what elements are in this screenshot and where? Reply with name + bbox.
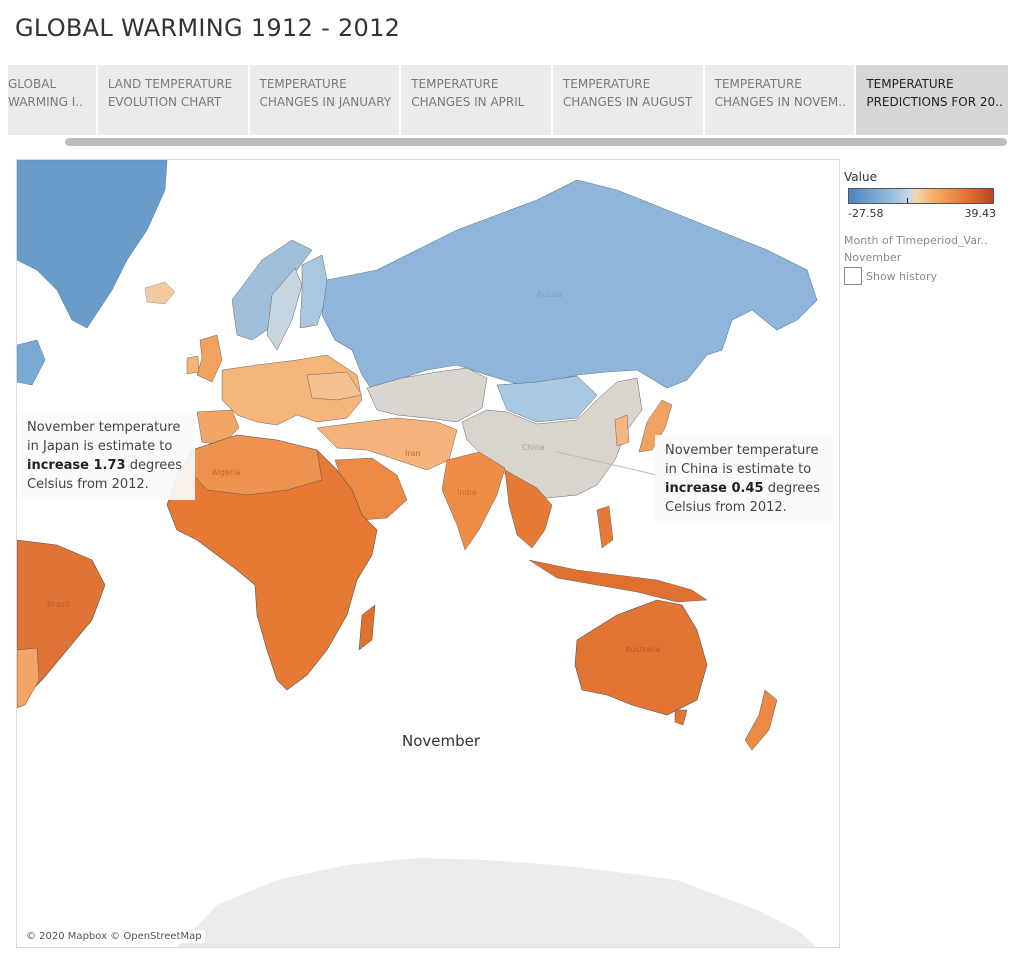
china-callout-line: [556, 451, 658, 476]
southeast-asia: [504, 469, 553, 549]
kazakhstan: [366, 367, 488, 423]
color-scale-bar: [848, 188, 994, 204]
filter-value: November: [844, 251, 902, 264]
country-label: Iran: [405, 449, 421, 458]
country-label: China: [522, 443, 545, 452]
annotation-text: degrees Celsius from 2012.: [27, 458, 183, 492]
tab-predictions[interactable]: TEMPERATURE PREDICTIONS FOR 20..: [856, 65, 1009, 135]
korea: [614, 414, 630, 447]
country-label: India: [457, 488, 477, 497]
filter-label: Month of Timeperiod_Var..: [844, 234, 988, 247]
country-label: Brazil: [47, 600, 69, 609]
europe: [221, 354, 363, 426]
page-title: GLOBAL WARMING 1912 - 2012: [15, 14, 401, 42]
country-label: Russia: [537, 290, 563, 299]
japan-annotation: November temperature in Japan is estimat…: [17, 412, 195, 500]
tab-label: PREDICTIONS FOR 20..: [866, 95, 1003, 109]
month-label: November: [402, 732, 481, 750]
tab-label: TEMPERATURE: [411, 77, 499, 91]
greenland: [17, 160, 168, 329]
japan: [638, 399, 673, 453]
canada-islands: [17, 339, 46, 386]
tab-label: CHANGES IN AUGUST: [562, 95, 693, 109]
africa: [166, 434, 378, 691]
tab-global-warming[interactable]: GLOBAL WARMING I..: [8, 65, 98, 135]
legend-max: 39.43: [964, 207, 997, 220]
philippines: [596, 505, 614, 549]
tab-label: TEMPERATURE: [866, 77, 954, 91]
ireland: [186, 355, 200, 375]
tab-label: TEMPERATURE: [562, 77, 651, 91]
tab-land-temperature[interactable]: LAND TEMPERATURE EVOLUTION CHART: [97, 65, 250, 135]
north-africa: [188, 434, 323, 496]
country-label: Algeria: [212, 468, 240, 477]
tab-label: CHANGES IN APRIL: [411, 95, 525, 109]
annotation-text: November temperature in China is estimat…: [665, 443, 819, 477]
legend-panel: Value -27.58 39.43 Month of Timeperiod_V…: [844, 170, 1004, 285]
tab-scrollbar[interactable]: [65, 138, 1007, 146]
ukraine: [306, 371, 363, 401]
annotation-value: increase 1.73: [27, 458, 126, 473]
tab-label: EVOLUTION CHART: [107, 95, 222, 109]
tab-label: CHANGES IN NOVEM..: [714, 95, 846, 109]
tab-bar: GLOBAL WARMING I.. LAND TEMPERATURE EVOL…: [8, 65, 1009, 135]
tab-label: WARMING I..: [8, 95, 83, 109]
united-kingdom: [196, 334, 223, 383]
finland: [299, 254, 330, 329]
china-annotation: November temperature in China is estimat…: [655, 435, 833, 523]
annotation-value: increase 0.45: [665, 481, 764, 496]
mongolia: [496, 375, 598, 423]
tab-label: GLOBAL: [8, 77, 57, 91]
show-history-checkbox[interactable]: [844, 267, 862, 285]
australia: [574, 599, 708, 716]
show-history-toggle[interactable]: Show history: [844, 267, 1004, 285]
world-map[interactable]: Russia China India Algeria Australia Bra…: [16, 159, 840, 948]
annotation-text: November temperature in Japan is estimat…: [27, 420, 181, 454]
tab-label: LAND TEMPERATURE: [107, 77, 233, 91]
legend-title: Value: [844, 170, 877, 184]
indonesia: [528, 559, 708, 603]
show-history-label: Show history: [866, 269, 938, 283]
tab-april[interactable]: TEMPERATURE CHANGES IN APRIL: [401, 65, 553, 135]
russia: [321, 179, 818, 391]
iberia: [196, 409, 240, 446]
tab-november[interactable]: TEMPERATURE CHANGES IN NOVEM..: [704, 65, 857, 135]
tab-label: TEMPERATURE: [714, 77, 802, 91]
map-canvas: Russia China India Algeria Australia Bra…: [17, 160, 818, 947]
antarctica: [177, 858, 817, 947]
tab-label: TEMPERATURE: [259, 77, 347, 91]
iceland: [144, 281, 176, 305]
legend-min: -27.58: [848, 207, 884, 220]
tasmania: [674, 709, 688, 726]
south-america-south: [17, 647, 40, 709]
tab-label: CHANGES IN JANUARY: [259, 95, 392, 109]
new-zealand: [744, 689, 778, 751]
india: [441, 451, 506, 551]
sweden: [266, 267, 303, 351]
legend-marker: [907, 198, 908, 203]
madagascar: [358, 604, 376, 651]
tab-august[interactable]: TEMPERATURE CHANGES IN AUGUST: [552, 65, 705, 135]
country-label: Australia: [625, 645, 660, 654]
map-credit[interactable]: © 2020 Mapbox © OpenStreetMap: [23, 930, 205, 943]
tab-january[interactable]: TEMPERATURE CHANGES IN JANUARY: [249, 65, 402, 135]
annotation-text: degrees Celsius from 2012.: [665, 481, 821, 515]
